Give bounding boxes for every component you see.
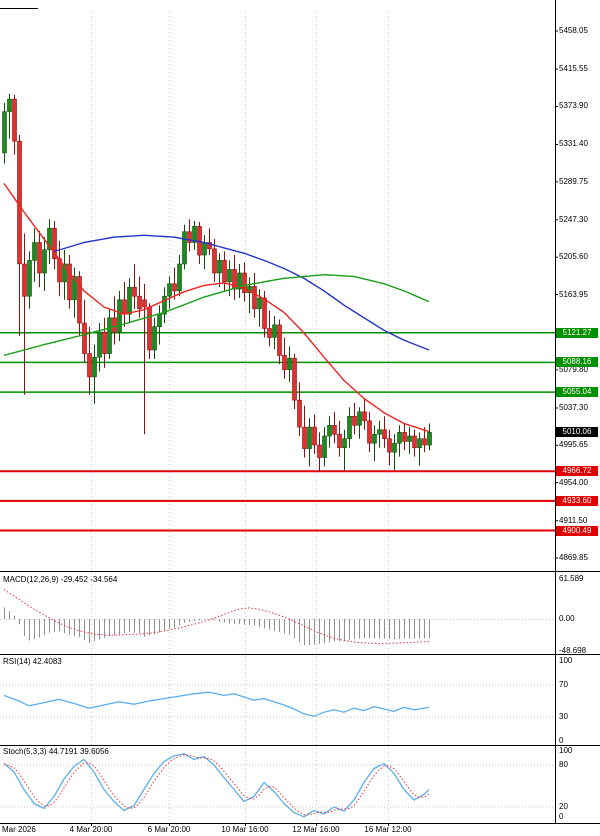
rsi-panel[interactable] [0,655,555,745]
stoch-indicator-title: Stoch(5,3,3) 44.7191 39.6056 [3,747,109,756]
main-chart-panel[interactable] [0,9,555,571]
rsi-indicator-title: RSI(14) 42.4083 [3,657,62,666]
rsi-name: RSI(14) [3,657,31,666]
macd-indicator-title: MACD(12,26,9) -29.452 -34.564 [3,575,117,584]
stoch-name: Stoch(5,3,3) [3,747,47,756]
time-axis-strip[interactable] [0,824,555,836]
macd-panel[interactable] [0,572,555,654]
price-axis[interactable] [556,0,600,823]
macd-name: MACD(12,26,9) [3,575,59,584]
stoch-panel[interactable] [0,746,555,823]
stoch-values: 44.7191 39.6056 [48,747,109,756]
macd-values: -29.452 -34.564 [60,575,118,584]
rsi-values: 42.4083 [32,657,62,666]
